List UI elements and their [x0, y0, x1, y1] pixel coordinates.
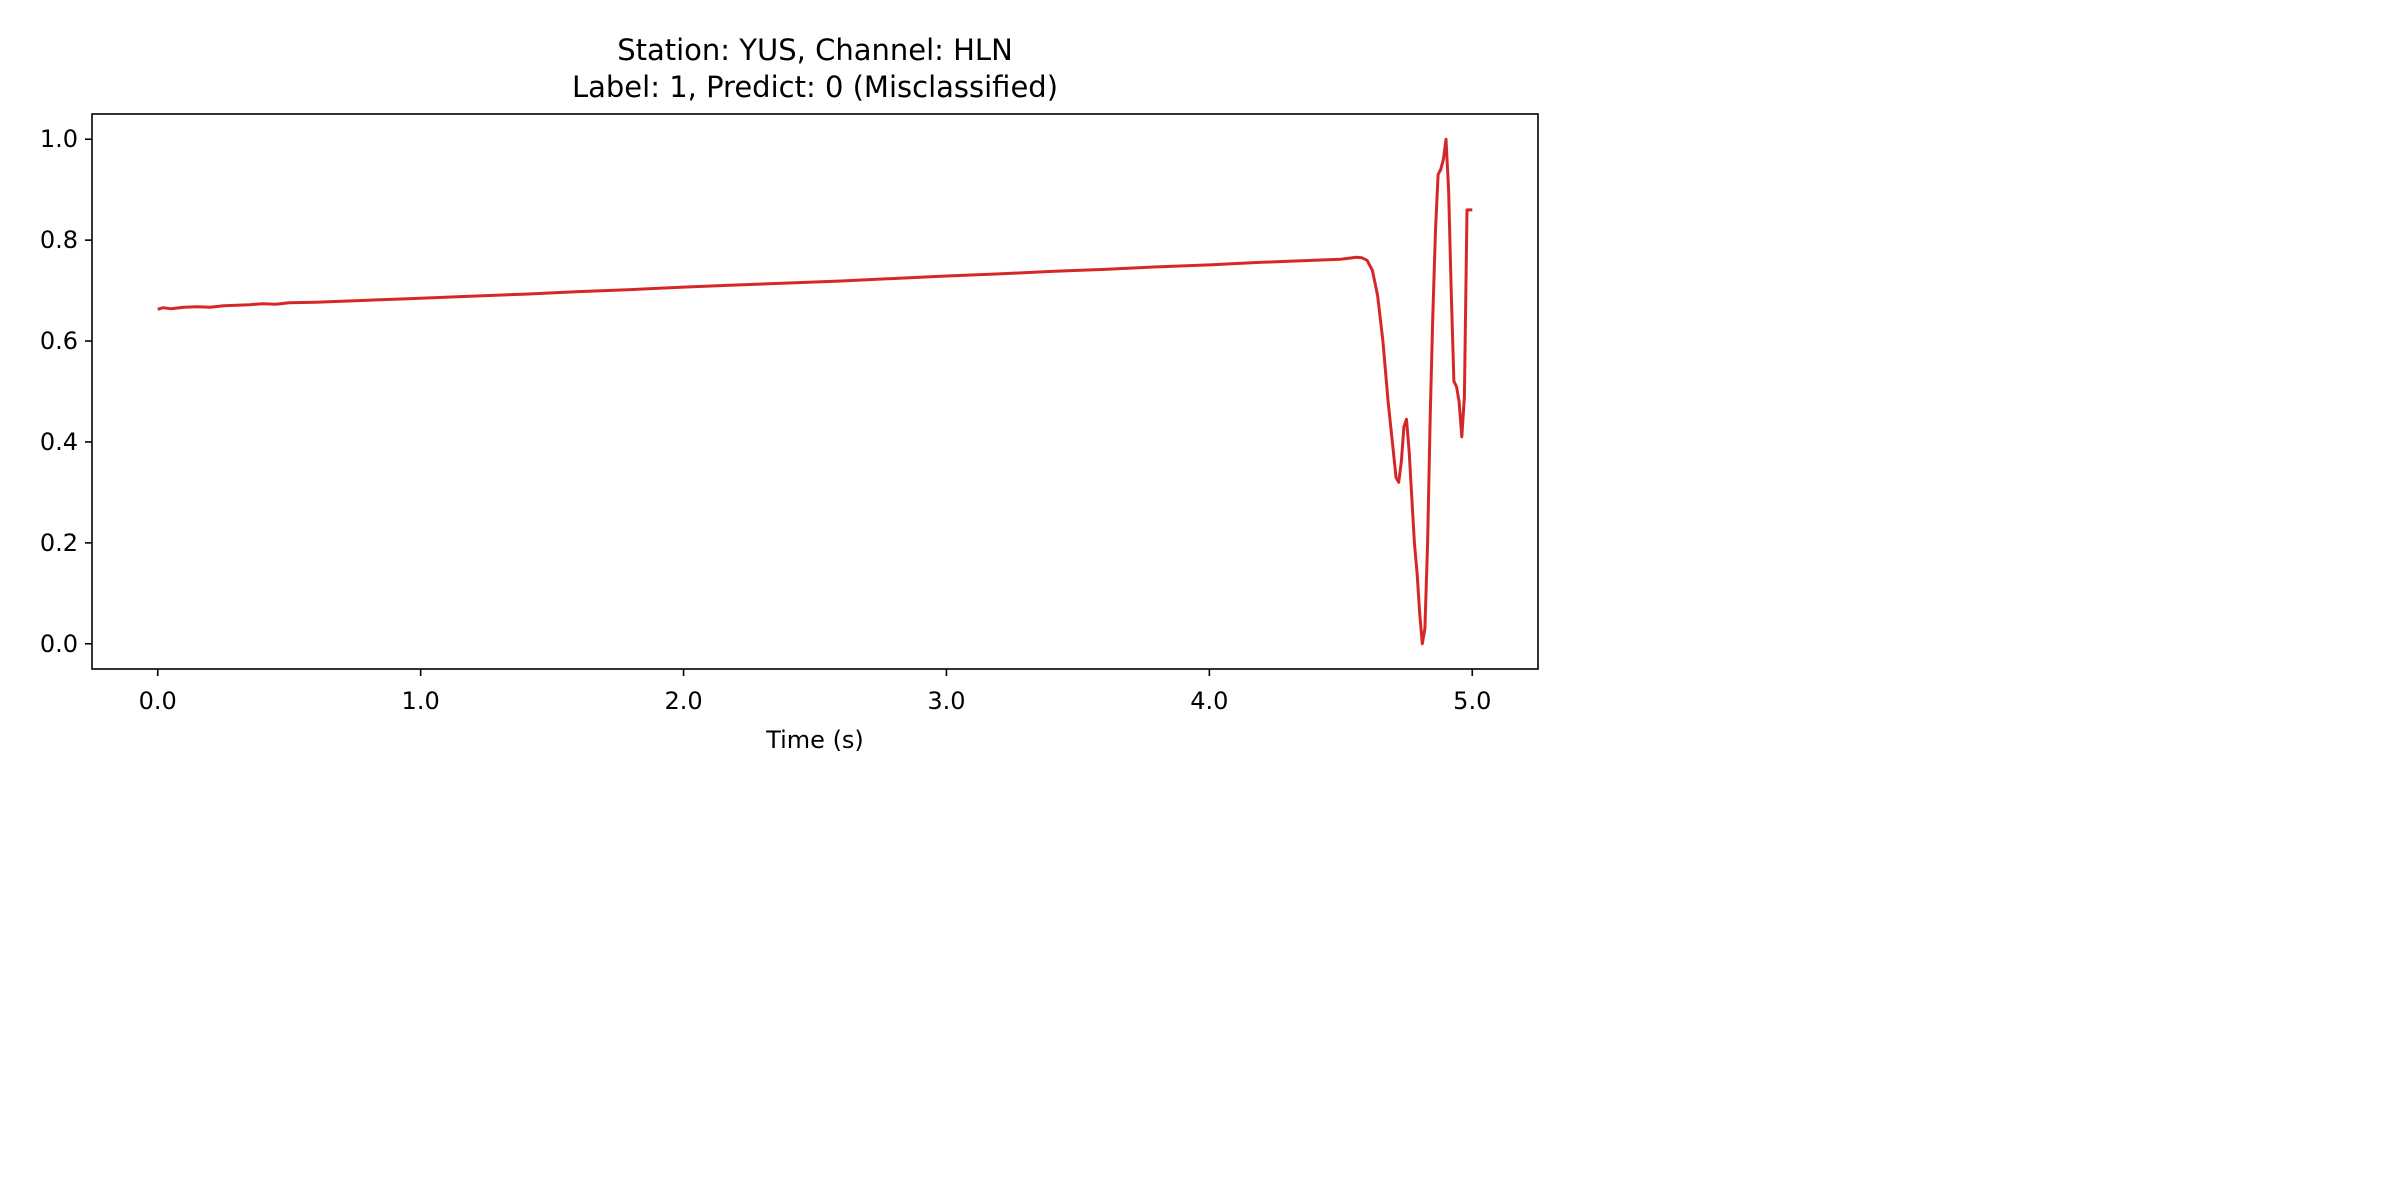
axes-frame	[91, 113, 1539, 670]
chart-title-line-1: Station: YUS, Channel: HLN	[617, 33, 1013, 67]
x-tick-label: 4.0	[1190, 687, 1228, 715]
axis-ticks: 0.0 1.0 2.0 3.0 4.0 5.0 0.0 0.2 0.4 0.6 0.8 1.0	[40, 125, 1492, 715]
x-axis-label: Time (s)	[765, 726, 864, 754]
y-tick-label: 1.0	[40, 125, 78, 153]
y-tick-label: 0.4	[40, 428, 78, 456]
x-tick-label: 2.0	[664, 687, 702, 715]
figure-background	[0, 0, 1568, 784]
plot-area	[157, 137, 1473, 646]
y-tick-label: 0.8	[40, 226, 78, 254]
series-line-0	[157, 137, 1473, 646]
x-tick-label: 0.0	[139, 687, 177, 715]
y-tick-label: 0.0	[40, 630, 78, 658]
y-tick-label: 0.6	[40, 327, 78, 355]
x-tick-label: 1.0	[402, 687, 440, 715]
chart: Station: YUS, Channel: HLN Label: 1, Pre…	[0, 0, 1568, 784]
x-tick-label: 3.0	[927, 687, 965, 715]
chart-title-line-2: Label: 1, Predict: 0 (Misclassified)	[572, 70, 1058, 104]
x-tick-label: 5.0	[1453, 687, 1491, 715]
y-tick-label: 0.2	[40, 529, 78, 557]
